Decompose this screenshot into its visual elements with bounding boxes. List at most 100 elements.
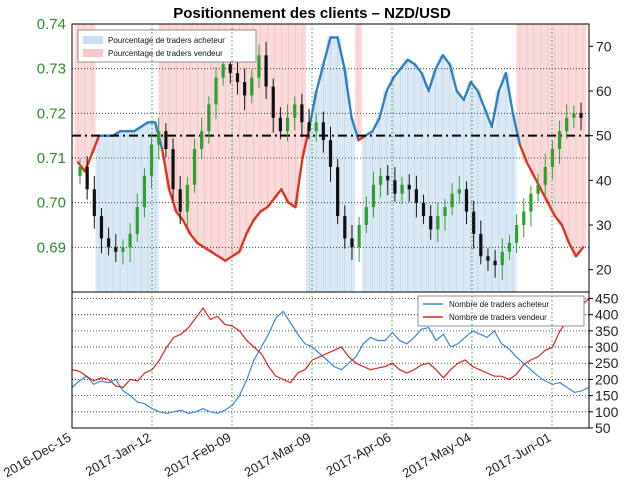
trader-count-lines [71,298,590,415]
sentiment-line-segment [441,54,451,66]
candle-body [228,64,232,74]
candle-body [350,238,354,248]
candle-body [285,117,290,132]
candle-body [429,216,433,230]
sentiment-line-segment [518,143,529,164]
sentiment-line-segment [525,161,536,178]
candle-body [99,216,104,239]
lower-right-tick-label: 50 [595,420,611,436]
candle-body [479,233,483,257]
candle-body [171,149,175,190]
candle-body [128,233,132,248]
candle-body [178,189,182,212]
candle-body [407,184,411,190]
sentiment-line-segment [553,214,564,227]
x-tick-label: 2017-Jun-01 [483,430,554,479]
lower-right-tick-label: 450 [595,290,619,306]
candle-body [565,117,569,132]
candle-body [314,122,318,132]
candle-body [85,166,89,190]
upper-legend: Pourcentage de traders acheteur Pourcent… [77,29,257,63]
left-tick-label: 0.69 [37,239,66,256]
left-tick-label: 0.74 [37,16,66,33]
sentiment-line-segment [259,205,269,213]
candle-body [536,184,540,194]
candle-body [486,256,490,261]
candle-body [507,242,512,252]
x-tick-label: 2017-Feb-09 [162,430,234,480]
left-tick-label: 0.71 [37,150,66,167]
sentiment-line-segment [497,71,508,93]
sentiment-line-segment [139,121,150,128]
sentiment-line-segment [371,116,381,133]
sentiment-line-segment [560,223,571,245]
sentiment-line-segment [476,89,487,111]
sentiment-line-segment [364,129,374,137]
price-candles [78,41,583,280]
candle-body [185,184,189,212]
candle-body [457,189,461,194]
candle-body [550,149,554,167]
sentiment-line-segment [574,246,585,258]
candle-body [192,149,197,185]
sentiment-line-segment [427,67,437,93]
candle-body [243,82,247,96]
sentiment-line-segment [483,107,494,128]
sentiment-line-segment [399,58,409,70]
sentiment-line-segment [287,201,297,209]
sentiment-line-segment [196,241,206,249]
legend-swatch-sellers [83,49,103,57]
candle-body [343,216,347,239]
legend-label-seller-count: Nombre de traders vendeur [449,313,547,322]
candle-body [379,175,383,185]
sentiment-line-segment [462,80,472,102]
right-tick-label: 50 [596,128,612,144]
sentiment-line-segment [448,62,458,93]
lower-right-tick-label: 400 [595,307,619,323]
candle-body [400,184,404,194]
candle-body [142,175,147,208]
chart-title: Positionnement des clients – NZD/USD [173,5,451,22]
sentiment-line-segment [301,125,311,160]
sentiment-line-segment [90,134,101,155]
candle-body [450,193,454,208]
candle-body [436,216,440,230]
lower-right-tick-label: 150 [595,388,619,404]
lower-legend-box [417,295,585,327]
candle-body [157,131,161,145]
left-tick-label: 0.70 [37,195,66,212]
right-tick-label: 30 [596,217,612,233]
lower-right-tick-label: 200 [595,371,619,387]
x-axis-ticks: 2016-Dec-15 2017-Jan-12 2017-Feb-09 2017-Ma… [1,430,554,481]
candle-body [114,247,118,252]
sentiment-line-segment [76,161,87,173]
sentiment-line-segment [273,188,283,200]
candle-body [264,55,268,87]
sentiment-line-segment [294,156,304,209]
buyer-count-line [71,310,590,415]
candle-body [307,122,311,132]
lower-right-tick-label: 300 [595,339,619,355]
sentiment-line-segment [182,219,192,236]
sentiment-line-segment [406,58,416,66]
candle-body [371,184,376,208]
candle-body [271,86,275,118]
sentiment-line-segment [322,36,332,66]
candle-body [472,211,476,234]
candle-body [557,131,562,150]
left-tick-label: 0.73 [37,61,66,78]
sentiment-line-segment [336,36,346,70]
candle-body [250,77,254,96]
sentiment-line-segment [469,80,479,93]
candle-body [364,207,368,225]
candle-body [278,117,282,132]
legend-label-buyer-count: Nombre de traders acheteur [449,300,549,309]
candle-body [207,104,211,132]
candle-body [78,166,82,176]
lower-legend: Nombre de traders acheteur Nombre de tra… [417,295,585,327]
right-tick-label: 60 [596,83,612,99]
legend-swatch-buyers [83,36,103,44]
